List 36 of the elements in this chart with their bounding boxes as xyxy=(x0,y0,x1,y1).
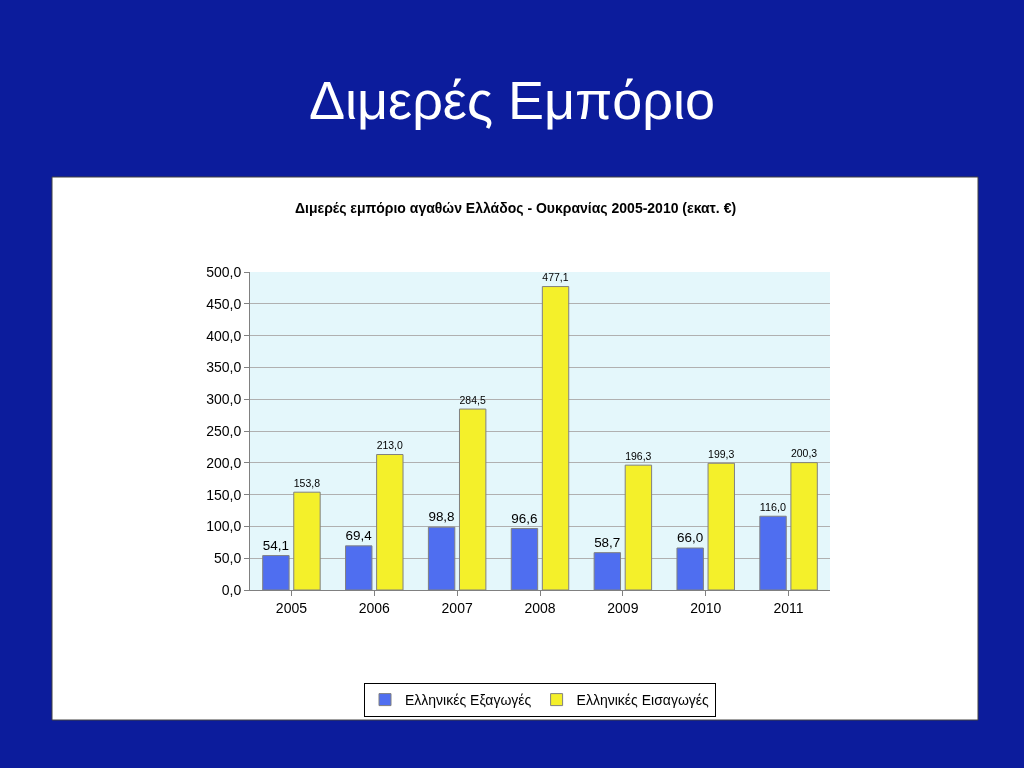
legend-label: Ελληνικές Εξαγωγές xyxy=(405,692,532,709)
x-tick-label: 2008 xyxy=(524,599,556,616)
x-tick-label: 2011 xyxy=(773,599,804,616)
data-label: 96,6 xyxy=(511,510,538,526)
data-label: 213,0 xyxy=(376,440,404,452)
y-tick-label: 300,0 xyxy=(206,391,242,408)
x-tick-label: 2006 xyxy=(358,599,391,616)
y-tick-label: 450,0 xyxy=(206,295,242,312)
x-tick-label: 2010 xyxy=(690,599,722,616)
data-label: 98,8 xyxy=(428,509,455,525)
x-tick-label: 2007 xyxy=(441,599,473,616)
y-tick-label: 100,0 xyxy=(206,518,242,535)
data-label: 69,4 xyxy=(345,527,373,543)
y-tick-label: 50,0 xyxy=(213,550,242,567)
data-label: 196,3 xyxy=(625,450,652,462)
y-tick-label: 500,0 xyxy=(206,263,242,280)
data-label: 199,3 xyxy=(708,449,735,460)
data-label: 153,8 xyxy=(293,477,321,489)
data-label: 54,1 xyxy=(262,537,289,553)
y-tick-label: 200,0 xyxy=(206,454,242,471)
data-label: 284,5 xyxy=(459,394,486,406)
x-tick-label: 2009 xyxy=(607,599,639,616)
y-tick-label: 150,0 xyxy=(206,486,242,503)
chart-subtitle: Διμερές εμπόριο αγαθών Ελλάδος - Ουκρανίας 2005-2010 (εκατ. €) xyxy=(295,200,737,216)
data-label: 116,0 xyxy=(759,500,787,513)
data-label: 477,1 xyxy=(542,272,569,284)
y-tick-label: 0,0 xyxy=(221,581,242,598)
data-label: 200,3 xyxy=(790,448,818,460)
y-tick-label: 400,0 xyxy=(206,327,242,344)
chart-title: Διμερές Εμπόριο xyxy=(308,69,716,130)
y-tick-label: 250,0 xyxy=(206,422,242,439)
data-label: 58,7 xyxy=(594,534,621,550)
x-tick-label: 2005 xyxy=(275,599,308,616)
y-tick-label: 350,0 xyxy=(206,359,242,376)
legend-label: Ελληνικές Εισαγωγές xyxy=(576,692,710,709)
data-label: 66,0 xyxy=(676,530,704,546)
